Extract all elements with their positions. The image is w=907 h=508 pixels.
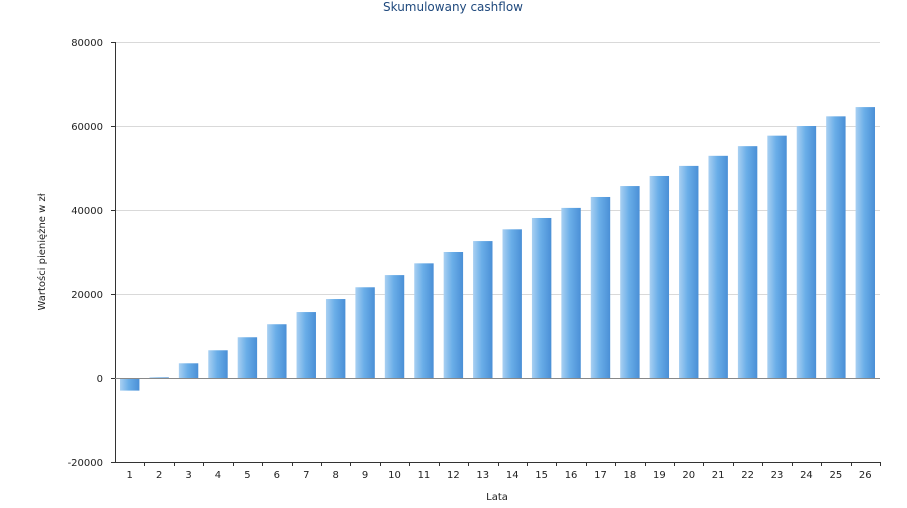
bar <box>178 363 199 378</box>
bar <box>502 229 522 378</box>
bar <box>767 135 787 378</box>
x-tick-label: 13 <box>476 470 489 481</box>
y-axis-label: Wartości pieniężne w zł <box>36 193 48 310</box>
bar <box>679 165 699 378</box>
x-tick-label: 20 <box>682 470 695 481</box>
bar <box>355 287 375 378</box>
bar <box>443 252 464 378</box>
y-tick-label: 40000 <box>71 206 103 217</box>
x-axis-label: Lata <box>486 492 508 503</box>
bar <box>649 175 670 378</box>
x-tick-label: 7 <box>303 470 309 481</box>
bars <box>120 107 875 391</box>
x-tick-label: 8 <box>332 470 338 481</box>
bar <box>149 377 169 379</box>
bar <box>473 241 493 378</box>
bar <box>855 107 875 378</box>
y-tick-label: 80000 <box>71 38 103 49</box>
x-tick-label: 24 <box>800 470 813 481</box>
x-tick-label: 15 <box>535 470 548 481</box>
x-tick-label: 16 <box>565 470 578 481</box>
x-tick-label: 5 <box>244 470 250 481</box>
y-tick-labels: -20000 0 20000 40000 60000 80000 <box>68 38 103 469</box>
x-tick-label: 23 <box>771 470 784 481</box>
y-tick-label: 0 <box>97 374 103 385</box>
x-tick-label: 18 <box>624 470 637 481</box>
x-tick-label: 26 <box>859 470 872 481</box>
x-tick-label: 6 <box>274 470 280 481</box>
y-tick-label: 60000 <box>71 122 103 133</box>
bar <box>620 186 640 378</box>
bar <box>384 275 405 378</box>
x-tick-label: 4 <box>215 470 221 481</box>
x-tick-label: 2 <box>156 470 162 481</box>
bar <box>708 155 728 378</box>
x-tick-label: 11 <box>418 470 431 481</box>
bar <box>414 263 434 378</box>
x-tick-label: 22 <box>741 470 754 481</box>
chart-title: Skumulowany cashflow <box>383 0 523 14</box>
bar <box>296 312 316 378</box>
bar <box>208 350 228 378</box>
axes <box>111 42 881 466</box>
x-tick-label: 19 <box>653 470 666 481</box>
bar <box>561 207 581 378</box>
x-tick-label: 14 <box>506 470 519 481</box>
y-tick-label: -20000 <box>68 458 103 469</box>
x-tick-label: 9 <box>362 470 368 481</box>
bar <box>590 196 611 378</box>
bar <box>237 337 258 378</box>
bar <box>325 299 346 378</box>
y-tick-label: 20000 <box>71 290 103 301</box>
x-tick-label: 25 <box>830 470 843 481</box>
x-tick-label: 12 <box>447 470 460 481</box>
x-tick-label: 10 <box>388 470 401 481</box>
gridlines <box>115 42 880 463</box>
bar <box>826 116 846 378</box>
x-tick-label: 1 <box>127 470 133 481</box>
x-tick-label: 17 <box>594 470 607 481</box>
bar <box>796 126 817 378</box>
x-tick-label: 21 <box>712 470 725 481</box>
x-tick-label: 3 <box>185 470 191 481</box>
bar <box>737 146 758 378</box>
bar <box>531 217 552 378</box>
x-tick-labels: 1 2 3 4 5 6 7 8 9 10 11 12 13 14 15 16 17 18 19 20 21 22 23 24 2… <box>127 470 872 481</box>
bar <box>120 378 140 391</box>
bar <box>267 324 287 378</box>
